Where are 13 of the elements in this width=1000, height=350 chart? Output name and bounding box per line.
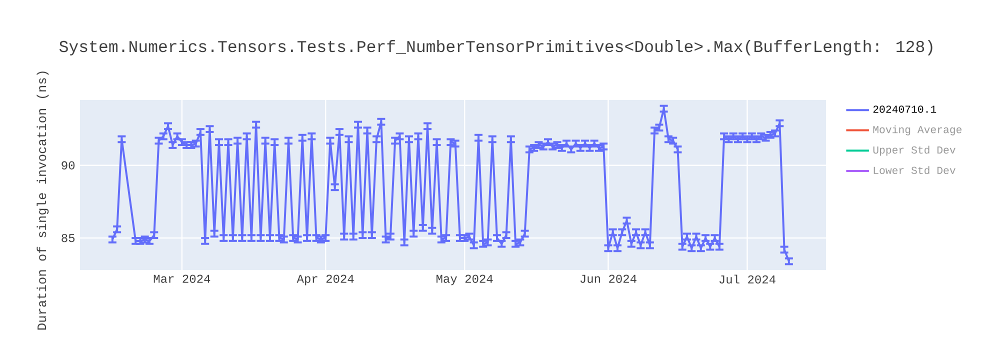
legend-label: Moving Average — [873, 125, 962, 136]
legend-label: 20240710.1 — [873, 106, 936, 113]
x-tick-label: Jun 2024 — [580, 274, 636, 283]
legend-label: Upper Std Dev — [873, 146, 956, 156]
y-tick-label: 90 — [62, 161, 75, 170]
x-tick-label: Mar 2024 — [154, 274, 210, 283]
x-tick-label: Jul 2024 — [719, 274, 776, 284]
x-tick-label: May 2024 — [436, 274, 493, 286]
legend-label: Lower Std Dev — [874, 166, 956, 174]
x-tick-label: Apr 2024 — [296, 274, 354, 286]
y-tick-label: 85 — [62, 234, 75, 242]
y-axis-title: Duration of single invocation (ns) — [36, 72, 49, 330]
chart-title: System.Numerics.Tensors.Tests.Perf_NumberTensorPrimitives<Double>.Max(BufferLength: 128) — [59, 40, 932, 56]
